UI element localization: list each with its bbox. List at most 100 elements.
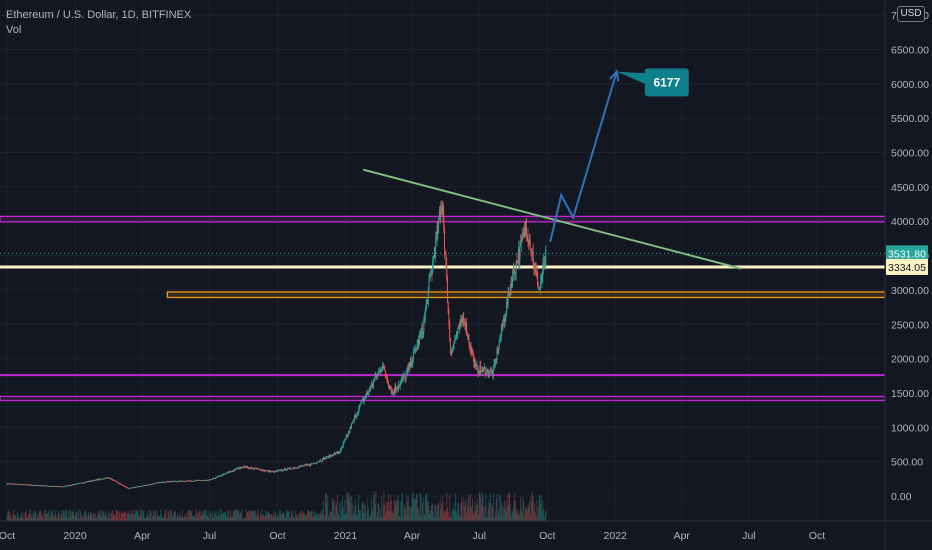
volume-bar	[45, 512, 47, 521]
volume-bar	[431, 503, 433, 521]
volume-bar	[351, 513, 353, 521]
candle-body	[56, 486, 58, 488]
candle-body	[439, 211, 441, 214]
candle-body	[152, 483, 154, 485]
volume-bar	[274, 513, 276, 521]
candle-body	[510, 283, 512, 288]
volume-bar	[406, 495, 408, 521]
volume-bar	[375, 491, 377, 521]
candle-body	[361, 400, 363, 402]
candle-body	[114, 480, 116, 482]
volume-bar	[542, 501, 544, 521]
candle-body	[359, 404, 361, 408]
candle-body	[51, 486, 53, 487]
volume-bar	[301, 510, 303, 521]
candle-body	[469, 342, 471, 346]
volume-bar	[540, 495, 542, 521]
candle-body	[487, 369, 489, 375]
candle-body	[305, 464, 307, 466]
candle-body	[295, 467, 297, 469]
x-tick-label: Jul	[473, 530, 486, 542]
volume-bar	[385, 501, 387, 521]
volume-bar	[400, 501, 402, 521]
last-price-label: 3531.80	[888, 248, 926, 260]
candle-body	[429, 275, 431, 278]
candle-body	[116, 481, 118, 483]
candle-body	[76, 483, 78, 485]
candle-body	[229, 471, 231, 473]
candle-body	[220, 474, 222, 476]
volume-bar	[512, 511, 514, 521]
volume-bar	[227, 509, 229, 521]
candle-body	[90, 480, 92, 482]
candle-body	[108, 478, 110, 479]
volume-bar	[283, 512, 285, 521]
candle-body	[540, 280, 542, 282]
candle-body	[197, 480, 199, 482]
candle-body	[468, 334, 470, 343]
volume-bar	[278, 513, 280, 521]
candle-body	[29, 484, 31, 486]
volume-bar	[297, 517, 299, 521]
candle-body	[131, 487, 133, 489]
volume-bar	[512, 506, 514, 521]
y-tick-label: 1000.00	[891, 422, 929, 434]
candle-body	[424, 310, 426, 317]
candle-body	[174, 480, 176, 482]
candle-body	[84, 482, 86, 484]
candle-body	[523, 229, 525, 235]
candle-body	[218, 475, 220, 477]
candle-body	[180, 480, 182, 482]
candle-body	[399, 381, 401, 386]
candle-body	[429, 277, 431, 281]
volume-bar	[199, 511, 201, 521]
volume-bar	[497, 510, 499, 521]
candle-body	[25, 484, 27, 486]
candle-body	[477, 365, 479, 374]
volume-bar	[230, 510, 232, 521]
volume-bar	[48, 518, 50, 521]
volume-bar	[256, 512, 258, 521]
candle-body	[442, 205, 444, 216]
volume-bar	[98, 513, 100, 521]
candle-body	[427, 299, 429, 304]
volume-bar	[495, 499, 497, 521]
volume-bar	[217, 517, 219, 521]
volume-bar	[296, 517, 298, 521]
volume-bar	[370, 513, 372, 521]
volume-bar	[28, 513, 30, 521]
candle-body	[58, 486, 60, 488]
time-axis[interactable]: Oct 2020 Apr Jul Oct 2021 Apr Jul Oct 2022 Apr Jul O…	[0, 520, 932, 542]
volume-bar	[7, 511, 9, 521]
volume-bar	[367, 498, 369, 521]
volume-bar	[86, 515, 88, 521]
volume-bar	[299, 511, 301, 521]
volume-bar	[215, 510, 217, 521]
candle-body	[273, 471, 275, 473]
volume-bar	[171, 512, 173, 521]
candle-body	[356, 413, 358, 416]
volume-bar	[44, 509, 46, 521]
candle-body	[223, 473, 225, 475]
volume-bar	[413, 499, 415, 521]
volume-bar	[309, 510, 311, 521]
candle-body	[261, 469, 263, 471]
volume-bar	[331, 497, 333, 521]
volume-bar	[340, 501, 342, 521]
candle-body	[497, 348, 499, 354]
volume-bar	[496, 495, 498, 521]
candle-body	[244, 465, 246, 468]
candle-body	[455, 337, 457, 339]
volume-bar	[290, 517, 292, 521]
volume-bar	[240, 512, 242, 521]
candle-body	[424, 316, 426, 319]
volume-bar	[194, 517, 196, 521]
candle-body	[184, 481, 186, 483]
volume-bar	[211, 510, 213, 521]
candle-body	[391, 391, 393, 394]
candle-body	[253, 468, 255, 470]
candle-body	[518, 248, 520, 260]
currency-button[interactable]: USD	[897, 6, 925, 22]
price-axis[interactable]: 0.00500.001000.001500.002000.002500.0030…	[884, 0, 929, 550]
